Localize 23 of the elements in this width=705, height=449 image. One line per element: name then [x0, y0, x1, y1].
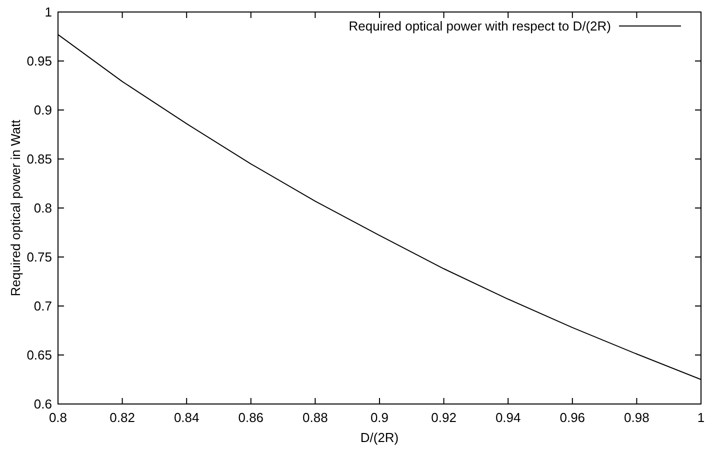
x-tick-label: 0.88 — [302, 410, 328, 425]
x-tick-label: 0.94 — [495, 410, 521, 425]
x-tick-label: 1 — [697, 410, 705, 425]
y-tick-label: 0.75 — [26, 250, 52, 264]
y-tick-label: 0.8 — [34, 200, 52, 216]
x-tick-label: 0.82 — [110, 410, 135, 425]
y-axis-title: Required optical power in Watt — [8, 119, 23, 296]
x-tick-label: 0.86 — [238, 410, 264, 425]
x-tick-label: 0.84 — [174, 410, 200, 425]
y-tick-label: 0.95 — [26, 54, 52, 68]
y-tick-label: 0.65 — [26, 348, 52, 362]
legend-label: Required optical power with respect to D/(2R) — [348, 18, 611, 34]
x-tick-label: 0.8 — [48, 410, 68, 425]
x-tick-label: 0.9 — [370, 410, 389, 425]
y-tick-label: 0.6 — [34, 396, 52, 412]
x-tick-label: 0.92 — [431, 410, 456, 425]
x-tick-label: 0.96 — [560, 410, 586, 425]
y-tick-label: 1 — [44, 4, 52, 20]
x-axis-title: D/(2R) — [360, 430, 399, 445]
y-tick-label: 0.7 — [34, 298, 52, 314]
y-tick-label: 0.85 — [26, 152, 52, 166]
y-tick-label: 0.9 — [34, 102, 52, 118]
x-tick-label: 0.98 — [624, 410, 650, 425]
